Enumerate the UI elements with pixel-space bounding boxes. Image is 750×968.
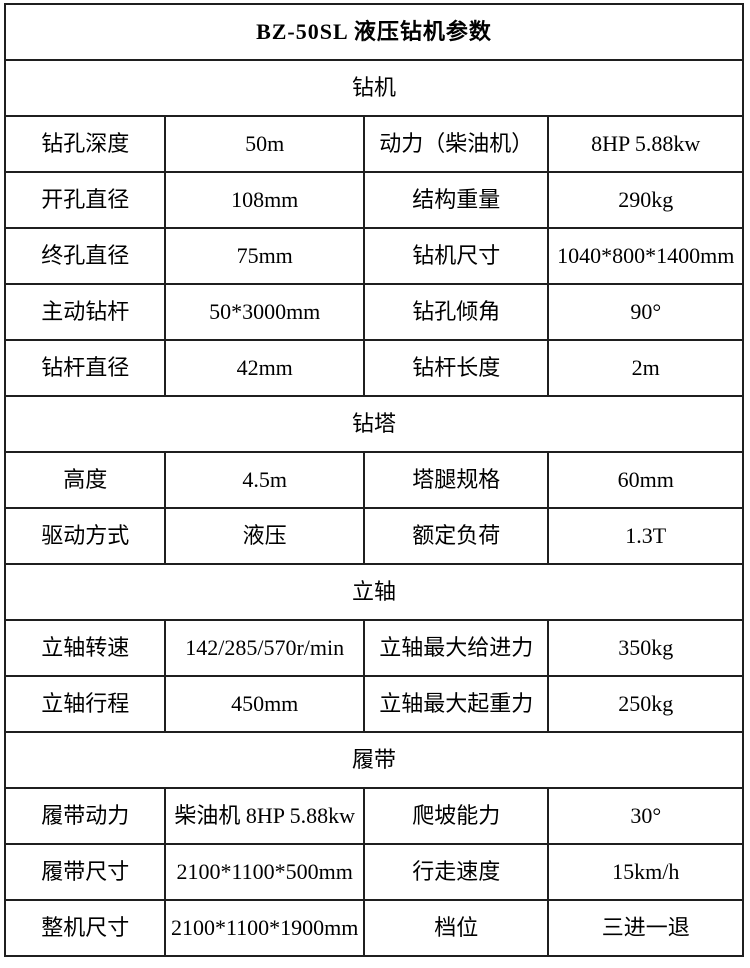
spec-label: 履带尺寸: [3, 843, 167, 901]
spec-value: 42mm: [164, 339, 365, 397]
table-row: 主动钻杆 50*3000mm 钻孔倾角 90°: [3, 283, 744, 341]
spec-value: 三进一退: [547, 899, 744, 957]
table-row: 立轴转速 142/285/570r/min 立轴最大给进力 350kg: [3, 619, 744, 677]
spec-label: 终孔直径: [3, 227, 167, 285]
spec-value: 液压: [164, 507, 365, 565]
spec-value: 450mm: [164, 675, 365, 733]
spec-label: 结构重量: [362, 171, 550, 229]
spec-label: 高度: [3, 451, 167, 509]
spec-value: 350kg: [547, 619, 744, 677]
spec-label: 立轴转速: [3, 619, 167, 677]
spec-table: BZ-50SL 液压钻机参数 钻机 钻孔深度 50m 动力（柴油机） 8HP 5…: [3, 3, 744, 957]
spec-value: 50m: [164, 115, 365, 173]
spec-value: 1.3T: [547, 507, 744, 565]
spec-value: 50*3000mm: [164, 283, 365, 341]
spec-value: 1040*800*1400mm: [547, 227, 744, 285]
spec-value: 290kg: [547, 171, 744, 229]
spec-label: 立轴最大给进力: [362, 619, 550, 677]
table-row: 钻孔深度 50m 动力（柴油机） 8HP 5.88kw: [3, 115, 744, 173]
spec-label: 额定负荷: [362, 507, 550, 565]
spec-value: 15km/h: [547, 843, 744, 901]
table-row: 立轴行程 450mm 立轴最大起重力 250kg: [3, 675, 744, 733]
table-row: 履带尺寸 2100*1100*500mm 行走速度 15km/h: [3, 843, 744, 901]
spec-label: 动力（柴油机）: [362, 115, 550, 173]
table-row: 钻塔: [4, 395, 744, 453]
spec-value: 2100*1100*1900mm: [164, 899, 365, 957]
spec-value: 4.5m: [164, 451, 365, 509]
table-row: 驱动方式 液压 额定负荷 1.3T: [3, 507, 744, 565]
spec-label: 整机尺寸: [3, 899, 167, 957]
spec-value: 30°: [547, 787, 744, 845]
section-header-track: 履带: [4, 731, 744, 789]
spec-label: 塔腿规格: [362, 451, 550, 509]
spec-value: 75mm: [164, 227, 365, 285]
spec-value: 90°: [547, 283, 744, 341]
spec-value: 8HP 5.88kw: [547, 115, 744, 173]
spec-label: 钻杆长度: [362, 339, 550, 397]
table-row: 立轴: [4, 563, 744, 621]
section-header-spindle: 立轴: [4, 563, 744, 621]
table-row: 整机尺寸 2100*1100*1900mm 档位 三进一退: [3, 899, 744, 957]
spec-label: 钻孔倾角: [362, 283, 550, 341]
spec-value: 60mm: [547, 451, 744, 509]
spec-label: 爬坡能力: [362, 787, 550, 845]
spec-label: 履带动力: [3, 787, 167, 845]
table-row: 履带动力 柴油机 8HP 5.88kw 爬坡能力 30°: [3, 787, 744, 845]
table-row: BZ-50SL 液压钻机参数: [4, 3, 744, 61]
table-row: 钻机: [4, 59, 744, 117]
spec-label: 钻孔深度: [3, 115, 167, 173]
spec-label: 立轴最大起重力: [362, 675, 550, 733]
spec-label: 钻杆直径: [3, 339, 167, 397]
spec-label: 主动钻杆: [3, 283, 167, 341]
table-row: 钻杆直径 42mm 钻杆长度 2m: [3, 339, 744, 397]
spec-value: 142/285/570r/min: [164, 619, 365, 677]
table-row: 高度 4.5m 塔腿规格 60mm: [3, 451, 744, 509]
spec-value: 柴油机 8HP 5.88kw: [164, 787, 365, 845]
table-row: 终孔直径 75mm 钻机尺寸 1040*800*1400mm: [3, 227, 744, 285]
table-row: 开孔直径 108mm 结构重量 290kg: [3, 171, 744, 229]
spec-label: 行走速度: [362, 843, 550, 901]
table-row: 履带: [4, 731, 744, 789]
spec-label: 档位: [362, 899, 550, 957]
spec-label: 驱动方式: [3, 507, 167, 565]
section-header-drill-tower: 钻塔: [4, 395, 744, 453]
spec-label: 钻机尺寸: [362, 227, 550, 285]
page-title: BZ-50SL 液压钻机参数: [4, 3, 744, 61]
spec-value: 2m: [547, 339, 744, 397]
spec-label: 立轴行程: [3, 675, 167, 733]
spec-value: 2100*1100*500mm: [164, 843, 365, 901]
spec-value: 250kg: [547, 675, 744, 733]
spec-label: 开孔直径: [3, 171, 167, 229]
spec-value: 108mm: [164, 171, 365, 229]
section-header-drill-rig: 钻机: [4, 59, 744, 117]
